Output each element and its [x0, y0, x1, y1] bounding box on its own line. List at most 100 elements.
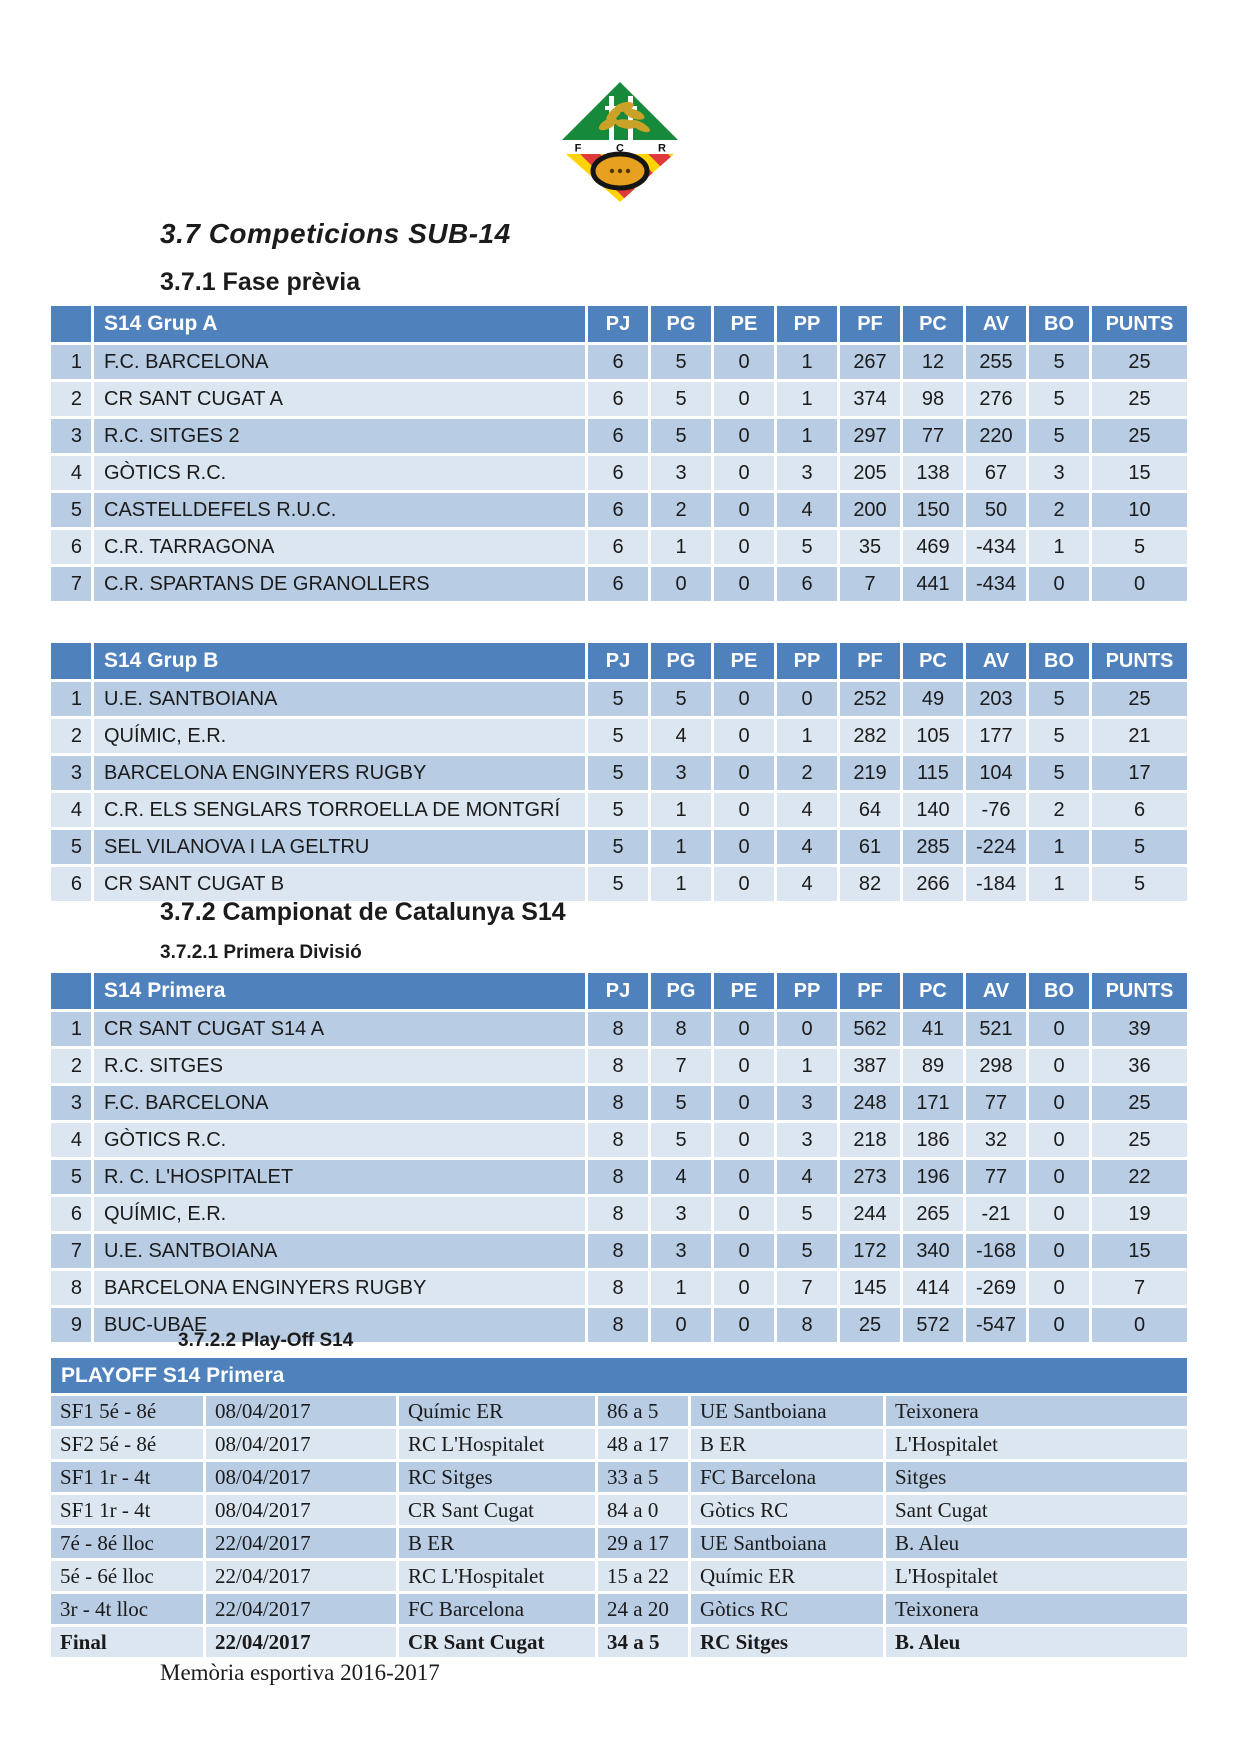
- stat-cell-pp: 3: [777, 456, 837, 490]
- column-header-pj: PJ: [588, 973, 648, 1009]
- stat-cell-pp: 4: [777, 493, 837, 527]
- stat-cell-pg: 0: [651, 1308, 711, 1342]
- table-row: 5 CASTELLDEFELS R.U.C. 6 2 0 4 200 150 50 2 10: [51, 493, 1187, 527]
- standings-table-s14-primera: S14 Primera PJ PG PE PP PF PC AV BO PUNTS 1 CR SANT…: [48, 970, 1190, 1345]
- stat-cell-pf: 172: [840, 1234, 900, 1268]
- stat-cell-punts: 25: [1092, 382, 1187, 416]
- stat-cell-pc: 89: [903, 1049, 963, 1083]
- date-cell: 22/04/2017: [206, 1561, 396, 1591]
- stat-cell-pf: 252: [840, 682, 900, 716]
- stat-cell-pg: 5: [651, 682, 711, 716]
- stat-cell-punts: 5: [1092, 867, 1187, 901]
- stat-cell-av: -434: [966, 530, 1026, 564]
- table-row: 1 F.C. BARCELONA 6 5 0 1 267 12 255 5 25: [51, 345, 1187, 379]
- stat-cell-av: 203: [966, 682, 1026, 716]
- stat-cell-pe: 0: [714, 1234, 774, 1268]
- column-header-av: AV: [966, 643, 1026, 679]
- column-header-pf: PF: [840, 306, 900, 342]
- team-name-cell: C.R. ELS SENGLARS TORROELLA DE MONTGRÍ: [94, 793, 585, 827]
- table-row: 1 U.E. SANTBOIANA 5 5 0 0 252 49 203 5 25: [51, 682, 1187, 716]
- stat-cell-pe: 0: [714, 1086, 774, 1120]
- date-cell: 08/04/2017: [206, 1462, 396, 1492]
- table-row: 3 F.C. BARCELONA 8 5 0 3 248 171 77 0 25: [51, 1086, 1187, 1120]
- stat-cell-punts: 25: [1092, 1086, 1187, 1120]
- stat-cell-bo: 0: [1029, 1012, 1089, 1046]
- column-header-pg: PG: [651, 973, 711, 1009]
- stat-cell-punts: 0: [1092, 567, 1187, 601]
- away-team-cell: Gòtics RC: [691, 1495, 883, 1525]
- section-heading-372: 3.7.2 Campionat de Catalunya S14: [160, 898, 566, 926]
- position-cell: 1: [51, 345, 91, 379]
- stat-cell-punts: 6: [1092, 793, 1187, 827]
- stat-cell-pf: 61: [840, 830, 900, 864]
- stat-cell-bo: 0: [1029, 1234, 1089, 1268]
- stat-cell-pg: 8: [651, 1012, 711, 1046]
- stat-cell-bo: 0: [1029, 1271, 1089, 1305]
- stat-cell-pf: 218: [840, 1123, 900, 1157]
- venue-cell: Teixonera: [886, 1396, 1187, 1426]
- stat-cell-pg: 7: [651, 1049, 711, 1083]
- stat-cell-punts: 15: [1092, 1234, 1187, 1268]
- stat-cell-pf: 248: [840, 1086, 900, 1120]
- stat-cell-pf: 82: [840, 867, 900, 901]
- stat-cell-pj: 8: [588, 1271, 648, 1305]
- stat-cell-pp: 5: [777, 1197, 837, 1231]
- table-row: 3 R.C. SITGES 2 6 5 0 1 297 77 220 5 25: [51, 419, 1187, 453]
- table-title: S14 Grup B: [94, 643, 585, 679]
- stat-cell-pe: 0: [714, 830, 774, 864]
- stat-cell-punts: 17: [1092, 756, 1187, 790]
- team-name-cell: BUC-UBAE: [94, 1308, 585, 1342]
- stat-cell-punts: 36: [1092, 1049, 1187, 1083]
- score-cell: 33 a 5: [598, 1462, 688, 1492]
- table-row: 2 QUÍMIC, E.R. 5 4 0 1 282 105 177 5 21: [51, 719, 1187, 753]
- position-cell: 1: [51, 682, 91, 716]
- stat-cell-pc: 340: [903, 1234, 963, 1268]
- section-heading-371: 3.7.1 Fase prèvia: [160, 268, 361, 296]
- position-cell: 3: [51, 756, 91, 790]
- stat-cell-pe: 0: [714, 1049, 774, 1083]
- stat-cell-pj: 5: [588, 793, 648, 827]
- stat-cell-pj: 6: [588, 345, 648, 379]
- logo-letter: R: [658, 143, 666, 155]
- stat-cell-pp: 1: [777, 382, 837, 416]
- stat-cell-pc: 41: [903, 1012, 963, 1046]
- away-team-cell: UE Santboiana: [691, 1528, 883, 1558]
- stat-cell-pj: 8: [588, 1049, 648, 1083]
- playoff-row: SF1 5é - 8é 08/04/2017 Químic ER 86 a 5 UE S…: [51, 1396, 1187, 1426]
- stat-cell-pg: 5: [651, 1123, 711, 1157]
- stat-cell-pg: 3: [651, 1234, 711, 1268]
- stat-cell-pg: 5: [651, 345, 711, 379]
- stat-cell-pp: 6: [777, 567, 837, 601]
- playoff-row: SF2 5é - 8é 08/04/2017 RC L'Hospitalet 48 a…: [51, 1429, 1187, 1459]
- stat-cell-pp: 5: [777, 1234, 837, 1268]
- stat-cell-av: -224: [966, 830, 1026, 864]
- away-team-cell: Gòtics RC: [691, 1594, 883, 1624]
- team-name-cell: U.E. SANTBOIANA: [94, 682, 585, 716]
- stat-cell-punts: 10: [1092, 493, 1187, 527]
- stat-cell-pf: 219: [840, 756, 900, 790]
- team-name-cell: GÒTICS R.C.: [94, 456, 585, 490]
- column-header-pg: PG: [651, 306, 711, 342]
- stat-cell-bo: 0: [1029, 1197, 1089, 1231]
- column-header-pp: PP: [777, 973, 837, 1009]
- stat-cell-bo: 5: [1029, 345, 1089, 379]
- stat-cell-pf: 244: [840, 1197, 900, 1231]
- team-name-cell: QUÍMIC, E.R.: [94, 719, 585, 753]
- score-cell: 86 a 5: [598, 1396, 688, 1426]
- score-cell: 84 a 0: [598, 1495, 688, 1525]
- match-label-cell: SF1 5é - 8é: [51, 1396, 203, 1426]
- stat-cell-punts: 21: [1092, 719, 1187, 753]
- stat-cell-pg: 1: [651, 530, 711, 564]
- section-heading-3721: 3.7.2.1 Primera Divisió: [160, 942, 362, 963]
- team-name-cell: SEL VILANOVA I LA GELTRU: [94, 830, 585, 864]
- team-name-cell: F.C. BARCELONA: [94, 345, 585, 379]
- stat-cell-av: 50: [966, 493, 1026, 527]
- stat-cell-pc: 49: [903, 682, 963, 716]
- stat-cell-pf: 25: [840, 1308, 900, 1342]
- stat-cell-pe: 0: [714, 419, 774, 453]
- stat-cell-pj: 8: [588, 1123, 648, 1157]
- team-name-cell: F.C. BARCELONA: [94, 1086, 585, 1120]
- home-team-cell: RC Sitges: [399, 1462, 595, 1492]
- stat-cell-punts: 25: [1092, 345, 1187, 379]
- stat-cell-pj: 5: [588, 830, 648, 864]
